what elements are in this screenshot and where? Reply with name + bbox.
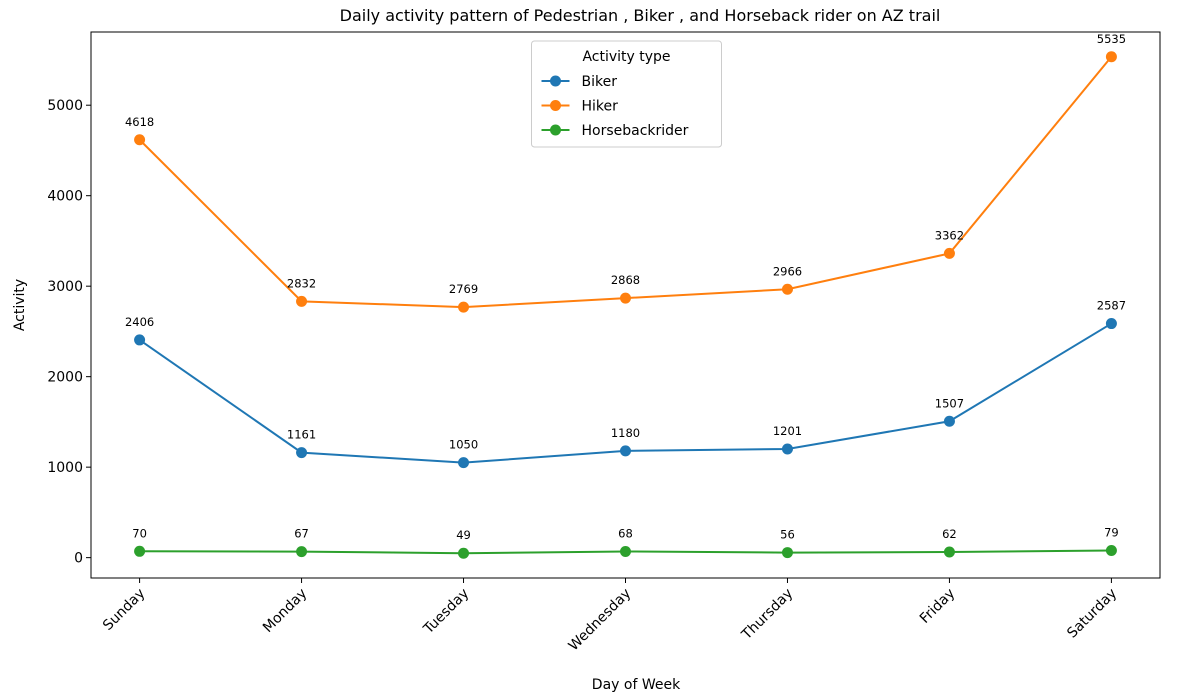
marker <box>781 547 793 559</box>
data-label: 2587 <box>1097 299 1126 313</box>
marker <box>134 334 146 346</box>
marker <box>1105 544 1117 556</box>
data-label: 56 <box>780 528 795 542</box>
data-label: 1201 <box>773 424 802 438</box>
marker <box>296 295 308 307</box>
data-label: 3362 <box>935 228 964 242</box>
series-line <box>139 322 1112 464</box>
data-label: 5535 <box>1097 32 1126 46</box>
legend-marker <box>550 100 561 111</box>
marker <box>781 283 793 295</box>
chart-title: Daily activity pattern of Pedestrian , B… <box>340 6 941 25</box>
data-label: 68 <box>618 526 633 540</box>
marker <box>134 134 146 146</box>
x-tick-label: Tuesday <box>420 586 472 638</box>
x-axis-label: Day of Week <box>592 677 681 693</box>
x-tick-label: Sunday <box>100 586 148 634</box>
marker <box>296 546 308 558</box>
marker <box>943 415 955 427</box>
legend-label: Biker <box>582 74 618 90</box>
marker <box>620 445 631 457</box>
marker <box>296 447 308 459</box>
y-tick-label: 0 <box>74 551 83 567</box>
data-label: 2832 <box>287 276 316 290</box>
data-label: 2406 <box>125 315 154 329</box>
y-axis-label: Activity <box>12 279 28 331</box>
data-label: 2966 <box>773 264 802 278</box>
data-label: 1161 <box>287 428 316 442</box>
y-tick-label: 3000 <box>47 279 83 295</box>
legend-marker <box>550 75 561 87</box>
legend-label: Horsebackrider <box>582 123 689 139</box>
y-tick-label: 2000 <box>47 370 83 386</box>
marker <box>1105 51 1117 63</box>
x-tick-label: Saturday <box>1064 586 1120 642</box>
data-label: 1180 <box>611 426 640 440</box>
marker <box>620 292 631 304</box>
data-label: 2868 <box>611 273 640 287</box>
x-tick-label: Monday <box>260 586 310 636</box>
legend-box <box>531 40 722 148</box>
data-label: 49 <box>456 528 471 542</box>
data-label: 4618 <box>125 115 154 129</box>
data-label: 1507 <box>935 396 964 410</box>
marker <box>943 546 955 558</box>
marker <box>134 545 146 557</box>
legend-marker <box>550 124 561 136</box>
data-label: 62 <box>942 527 957 541</box>
marker <box>458 547 470 559</box>
data-label: 70 <box>132 526 147 540</box>
x-tick-label: Friday <box>917 586 958 627</box>
y-tick-label: 4000 <box>47 189 83 205</box>
legend-title: Activity type <box>582 49 670 65</box>
data-label: 79 <box>1104 525 1119 539</box>
marker <box>458 301 470 313</box>
marker <box>620 545 631 557</box>
data-label: 2769 <box>449 282 478 296</box>
data-label: 67 <box>294 527 309 541</box>
marker <box>781 443 793 455</box>
y-tick-label: 1000 <box>47 460 83 476</box>
marker <box>1105 318 1117 330</box>
legend-label: Hiker <box>582 99 619 115</box>
data-label: 1050 <box>449 438 478 452</box>
x-tick-label: Thursday <box>738 586 796 644</box>
y-tick-label: 5000 <box>47 98 83 114</box>
marker <box>458 457 470 469</box>
x-tick-label: Wednesday <box>566 586 635 655</box>
marker <box>943 247 955 259</box>
